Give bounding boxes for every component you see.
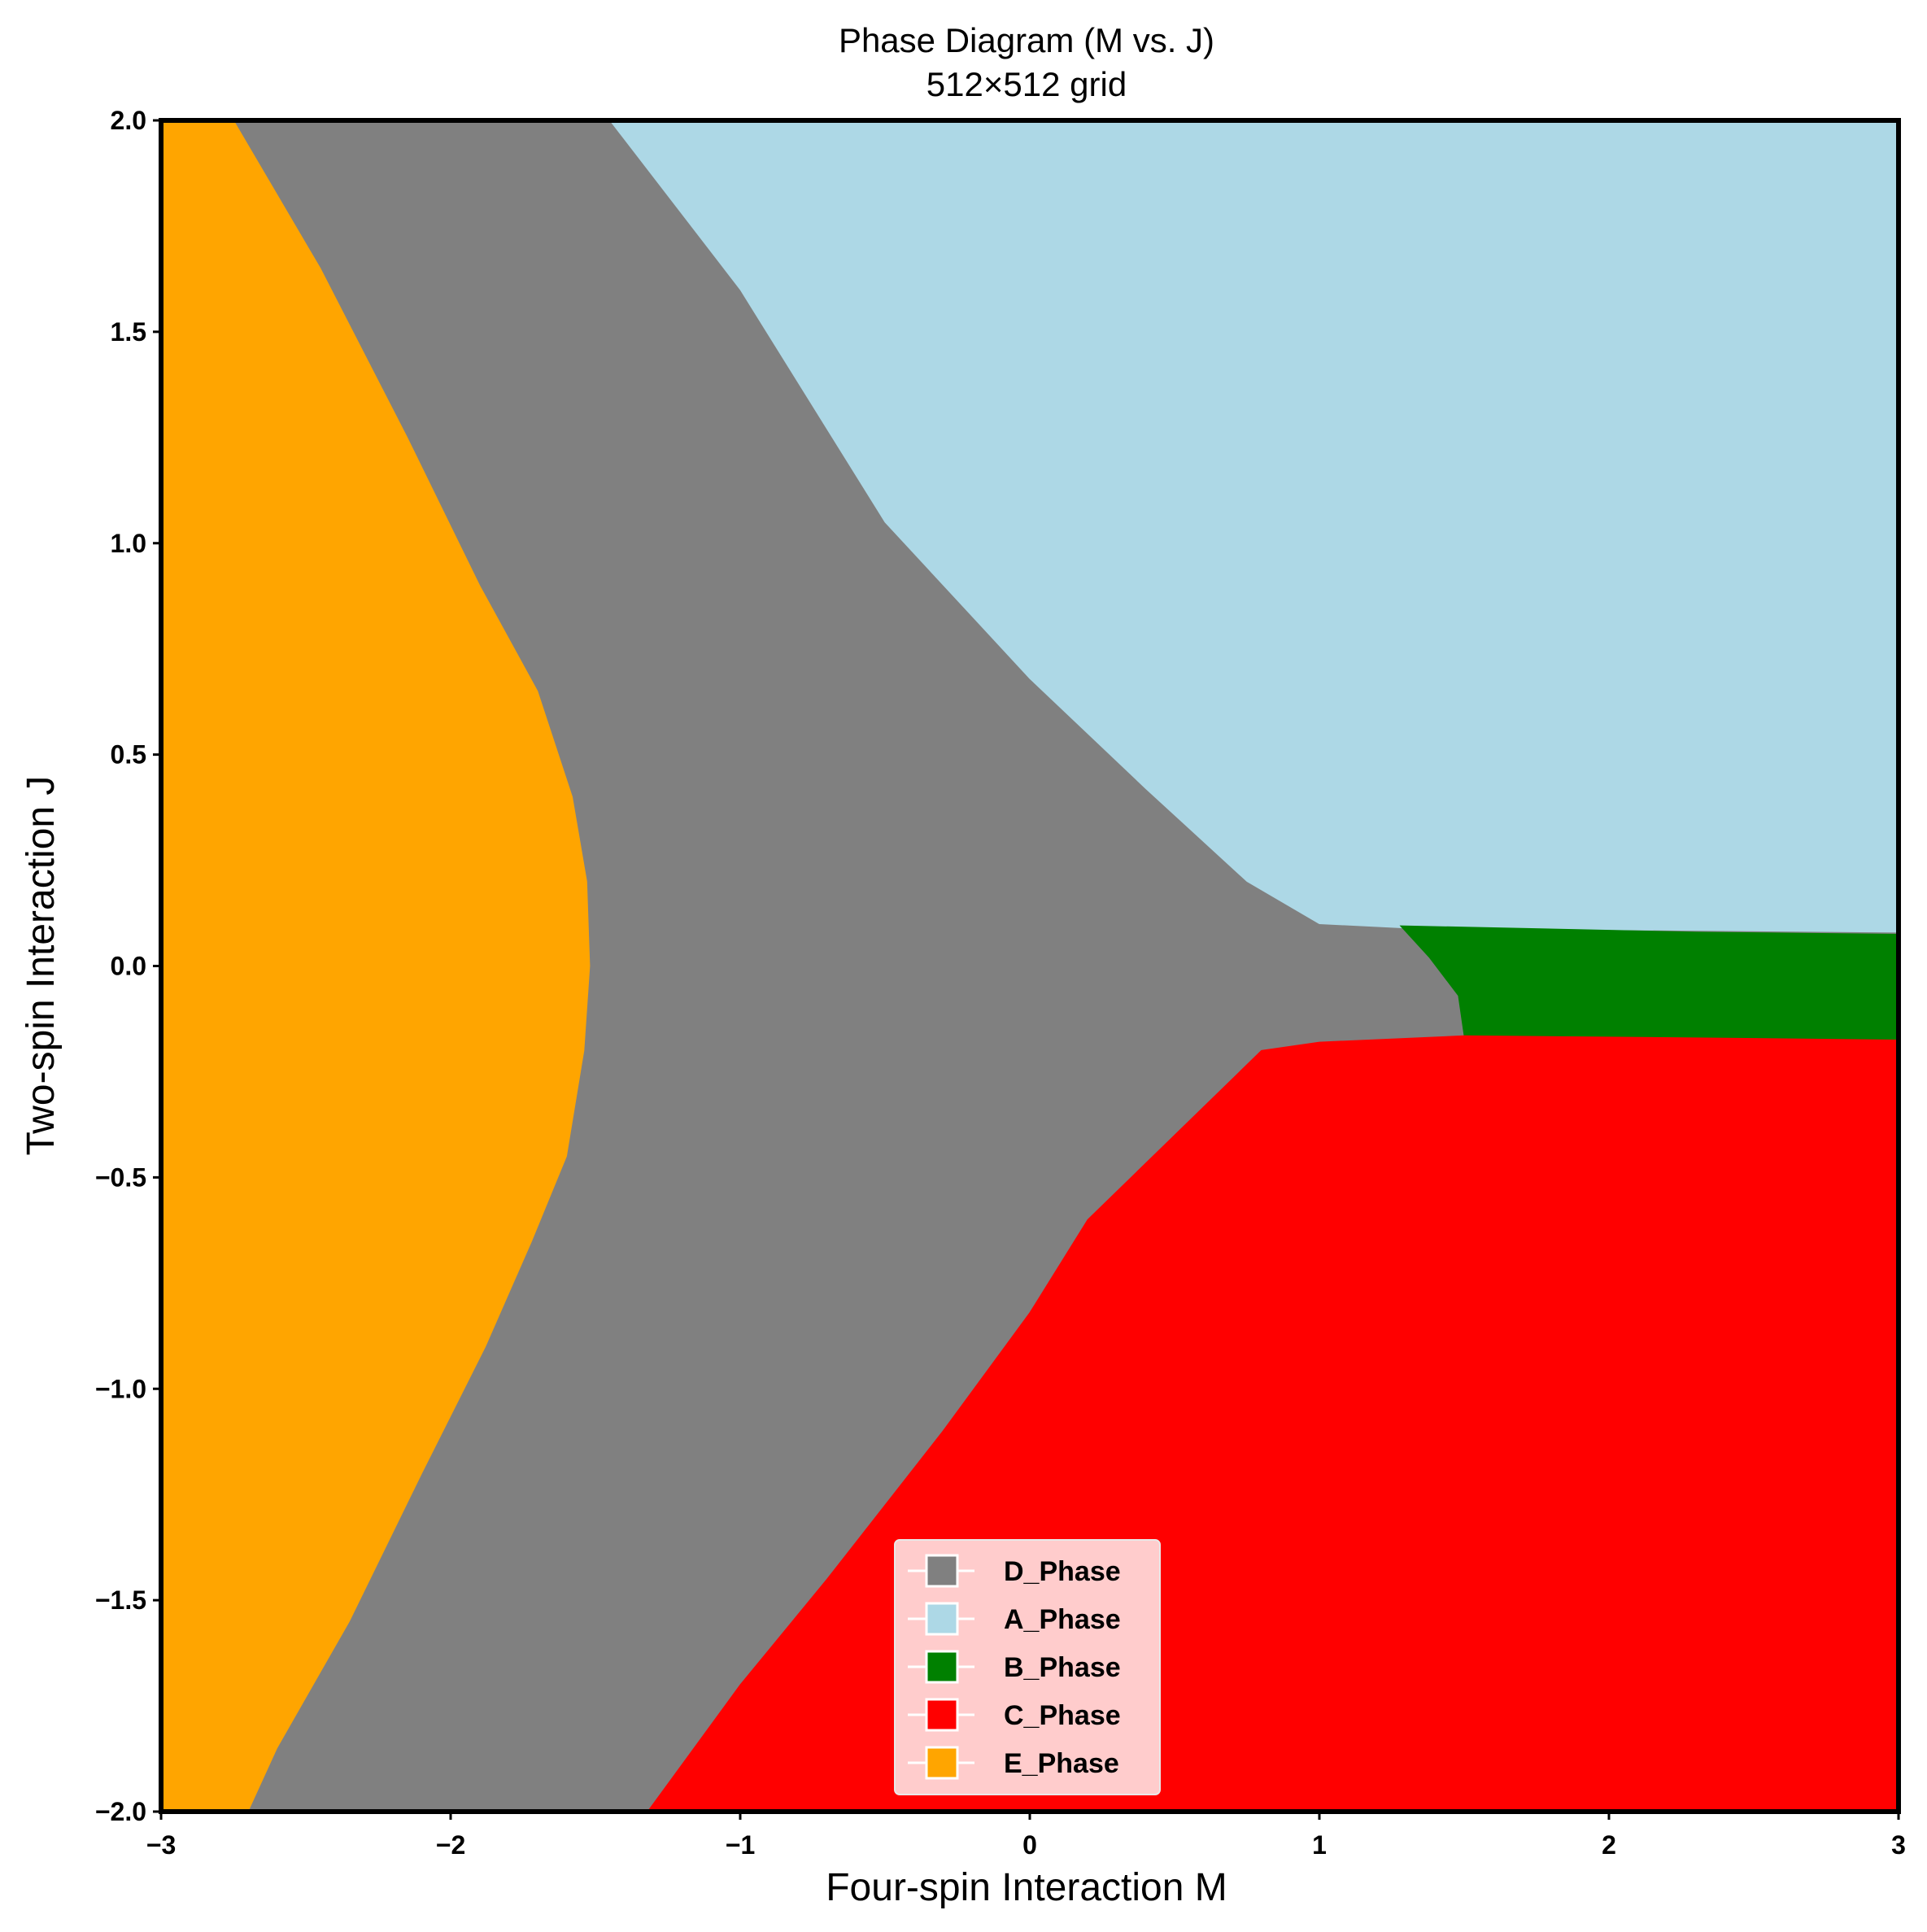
chart-title: Phase Diagram (M vs. J) (839, 21, 1214, 59)
legend-swatch-e-phase (925, 1746, 959, 1780)
legend-swatch-a-phase (925, 1602, 959, 1636)
legend-box (894, 1539, 1161, 1795)
e-phase-region (160, 120, 591, 1812)
x-axis-ticks: −3 −2 −1 0 1 2 3 (146, 1812, 1906, 1860)
y-tick-label: −2.0 (95, 1797, 146, 1826)
legend: D_Phase A_Phase B_Phase C_Phase E_Phase (894, 1539, 1161, 1795)
plot-area (159, 118, 1901, 1814)
x-tick-label: −2 (436, 1830, 465, 1860)
x-tick-label: −3 (146, 1830, 176, 1860)
legend-label-a-phase: A_Phase (1004, 1604, 1121, 1635)
y-axis-label: Two-spin Interaction J (20, 776, 63, 1156)
legend-swatch-d-phase (925, 1554, 959, 1588)
y-tick-label: 1.5 (111, 317, 146, 347)
x-tick-label: −1 (726, 1830, 755, 1860)
b-phase-region (1399, 925, 1899, 1041)
x-tick-label: 3 (1891, 1830, 1906, 1860)
y-tick-label: 1.0 (111, 529, 146, 558)
x-tick-label: 0 (1022, 1830, 1037, 1860)
y-tick-label: 0.0 (111, 952, 146, 981)
legend-label-d-phase: D_Phase (1004, 1556, 1121, 1587)
y-tick-label: −1.0 (95, 1374, 146, 1403)
x-axis-label: Four-spin Interaction M (826, 1866, 1227, 1909)
x-tick-label: 1 (1312, 1830, 1327, 1860)
legend-label-e-phase: E_Phase (1004, 1748, 1119, 1779)
y-axis-ticks: −2.0 −1.5 −1.0 −0.5 0.0 0.5 1.0 1.5 2.0 (95, 106, 161, 1826)
y-tick-label: −0.5 (95, 1162, 146, 1192)
x-tick-label: 2 (1602, 1830, 1616, 1860)
y-tick-label: 0.5 (111, 740, 146, 770)
y-tick-label: 2.0 (111, 106, 146, 135)
legend-label-b-phase: B_Phase (1004, 1652, 1121, 1683)
y-tick-label: −1.5 (95, 1585, 146, 1615)
legend-swatch-c-phase (925, 1698, 959, 1732)
legend-label-c-phase: C_Phase (1004, 1700, 1121, 1731)
chart-subtitle: 512×512 grid (926, 65, 1127, 103)
legend-swatch-b-phase (925, 1650, 959, 1684)
